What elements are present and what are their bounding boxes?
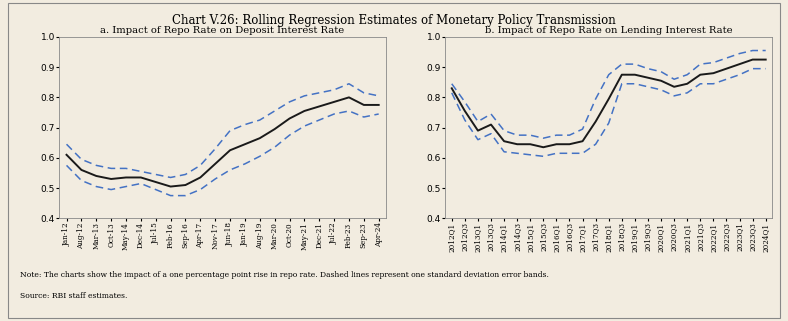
Text: Source: RBI staff estimates.: Source: RBI staff estimates. [20, 292, 127, 300]
Title: a. Impact of Repo Rate on Deposit Interest Rate: a. Impact of Repo Rate on Deposit Intere… [101, 26, 344, 35]
Title: b. Impact of Repo Rate on Lending Interest Rate: b. Impact of Repo Rate on Lending Intere… [485, 26, 733, 35]
Text: Note: The charts show the impact of a one percentage point rise in repo rate. Da: Note: The charts show the impact of a on… [20, 271, 548, 279]
Text: Chart V.26: Rolling Regression Estimates of Monetary Policy Transmission: Chart V.26: Rolling Regression Estimates… [172, 14, 616, 27]
